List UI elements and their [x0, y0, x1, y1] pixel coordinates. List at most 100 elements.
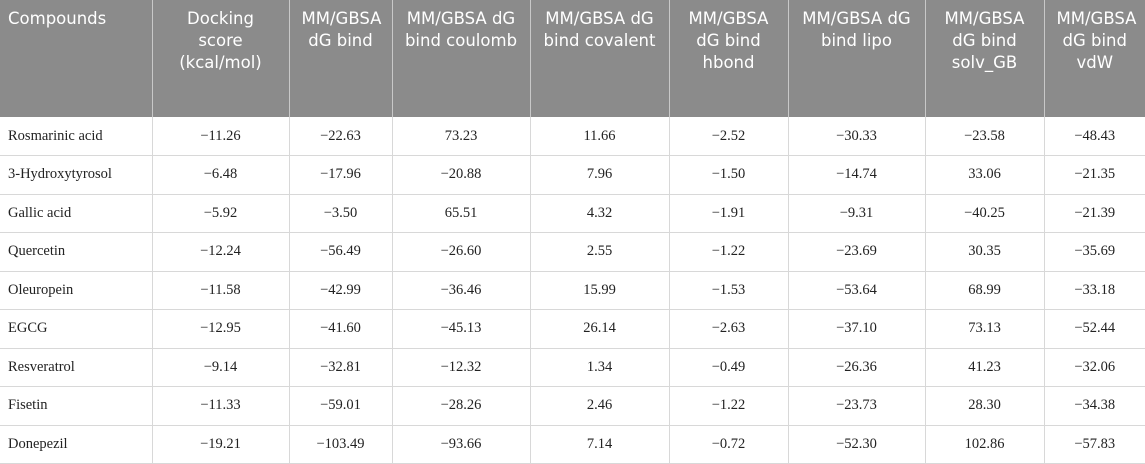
- column-header: MM/GBSA dG bind hbond: [669, 0, 789, 117]
- table-cell: −11.33: [152, 386, 290, 426]
- table-cell: 73.13: [925, 309, 1045, 349]
- table-cell: 26.14: [530, 309, 670, 349]
- table-cell: −57.83: [1044, 425, 1145, 464]
- compound-name: 3-Hydroxytyrosol: [0, 155, 153, 195]
- table-cell: −45.13: [392, 309, 531, 349]
- table-cell: −40.25: [925, 194, 1045, 233]
- table-body: Rosmarinic acid −11.26 −22.63 73.23 11.66 −2.…: [0, 117, 1145, 464]
- column-header: Compounds: [0, 0, 153, 117]
- table-cell: −23.73: [788, 386, 926, 426]
- table-cell: −26.60: [392, 232, 531, 272]
- table-row: 3-Hydroxytyrosol −6.48 −17.96 −20.88 7.96 −1.…: [0, 155, 1145, 195]
- compound-name: EGCG: [0, 309, 153, 349]
- table-cell: −23.69: [788, 232, 926, 272]
- table-cell: −52.30: [788, 425, 926, 464]
- column-header: MM/GBSA dG bind coulomb: [392, 0, 531, 117]
- column-header: MM/GBSA dG bind covalent: [530, 0, 670, 117]
- table-cell: −1.91: [669, 194, 789, 233]
- table-cell: 15.99: [530, 271, 670, 310]
- table-cell: −9.14: [152, 348, 290, 387]
- table-cell: −11.58: [152, 271, 290, 310]
- table-cell: −42.99: [289, 271, 393, 310]
- compound-name: Resveratrol: [0, 348, 153, 387]
- table-row: Quercetin −12.24 −56.49 −26.60 2.55 −1.22 −23.…: [0, 232, 1145, 272]
- table-cell: −1.53: [669, 271, 789, 310]
- table-cell: 68.99: [925, 271, 1045, 310]
- table-cell: −12.32: [392, 348, 531, 387]
- table-cell: −9.31: [788, 194, 926, 233]
- column-header: MM/GBSA dG bind vdW: [1044, 0, 1145, 117]
- table-cell: −17.96: [289, 155, 393, 195]
- table-cell: −1.22: [669, 232, 789, 272]
- table-cell: 33.06: [925, 155, 1045, 195]
- table-cell: −22.63: [289, 117, 393, 156]
- table-cell: −37.10: [788, 309, 926, 349]
- table-cell: −1.22: [669, 386, 789, 426]
- table-cell: −41.60: [289, 309, 393, 349]
- table-cell: −28.26: [392, 386, 531, 426]
- table-cell: −48.43: [1044, 117, 1145, 156]
- table-cell: −35.69: [1044, 232, 1145, 272]
- table-cell: −6.48: [152, 155, 290, 195]
- table-cell: −0.72: [669, 425, 789, 464]
- table-cell: 30.35: [925, 232, 1045, 272]
- table-row: Fisetin −11.33 −59.01 −28.26 2.46 −1.22 −23.73…: [0, 386, 1145, 426]
- column-header: MM/GBSA dG bind solv_GB: [925, 0, 1045, 117]
- table-cell: −19.21: [152, 425, 290, 464]
- compound-name: Donepezil: [0, 425, 153, 464]
- table-cell: 7.96: [530, 155, 670, 195]
- table-cell: −12.24: [152, 232, 290, 272]
- table-cell: −59.01: [289, 386, 393, 426]
- table-cell: 28.30: [925, 386, 1045, 426]
- table-cell: −21.39: [1044, 194, 1145, 233]
- table-cell: 41.23: [925, 348, 1045, 387]
- table-cell: −53.64: [788, 271, 926, 310]
- table-cell: −5.92: [152, 194, 290, 233]
- table-cell: −33.18: [1044, 271, 1145, 310]
- table-cell: −11.26: [152, 117, 290, 156]
- column-header: MM/GBSA dG bind: [289, 0, 393, 117]
- table-cell: 102.86: [925, 425, 1045, 464]
- table-cell: −93.66: [392, 425, 531, 464]
- table-cell: 2.55: [530, 232, 670, 272]
- table-cell: −0.49: [669, 348, 789, 387]
- table-row: Gallic acid −5.92 −3.50 65.51 4.32 −1.91 −9.31…: [0, 194, 1145, 233]
- table-cell: −36.46: [392, 271, 531, 310]
- table-cell: −26.36: [788, 348, 926, 387]
- table-cell: 65.51: [392, 194, 531, 233]
- compound-name: Fisetin: [0, 386, 153, 426]
- table-cell: −103.49: [289, 425, 393, 464]
- table-cell: −52.44: [1044, 309, 1145, 349]
- table-cell: −21.35: [1044, 155, 1145, 195]
- table-cell: −56.49: [289, 232, 393, 272]
- table-cell: −30.33: [788, 117, 926, 156]
- table-cell: 7.14: [530, 425, 670, 464]
- compound-name: Quercetin: [0, 232, 153, 272]
- column-header: MM/GBSA dG bind lipo: [788, 0, 926, 117]
- table-cell: −12.95: [152, 309, 290, 349]
- table-cell: 2.46: [530, 386, 670, 426]
- table-row: Resveratrol −9.14 −32.81 −12.32 1.34 −0.49 −26…: [0, 348, 1145, 387]
- compound-name: Rosmarinic acid: [0, 117, 153, 156]
- table-row: Oleuropein −11.58 −42.99 −36.46 15.99 −1.53 −5…: [0, 271, 1145, 310]
- table-cell: 4.32: [530, 194, 670, 233]
- table-cell: 11.66: [530, 117, 670, 156]
- table-cell: −2.63: [669, 309, 789, 349]
- table-cell: 1.34: [530, 348, 670, 387]
- table-row: EGCG −12.95 −41.60 −45.13 26.14 −2.63 −37.10 73…: [0, 309, 1145, 349]
- table-cell: −3.50: [289, 194, 393, 233]
- table-cell: −1.50: [669, 155, 789, 195]
- table-cell: −32.06: [1044, 348, 1145, 387]
- table-cell: −23.58: [925, 117, 1045, 156]
- table-cell: −34.38: [1044, 386, 1145, 426]
- header-row: Compounds Docking score (kcal/mol) MM/GBSA…: [0, 0, 1145, 117]
- column-header: Docking score (kcal/mol): [152, 0, 290, 117]
- table-cell: 73.23: [392, 117, 531, 156]
- table-cell: −14.74: [788, 155, 926, 195]
- compound-name: Gallic acid: [0, 194, 153, 233]
- table-cell: −20.88: [392, 155, 531, 195]
- table-cell: −32.81: [289, 348, 393, 387]
- table-row: Donepezil −19.21 −103.49 −93.66 7.14 −0.72 −52…: [0, 425, 1145, 464]
